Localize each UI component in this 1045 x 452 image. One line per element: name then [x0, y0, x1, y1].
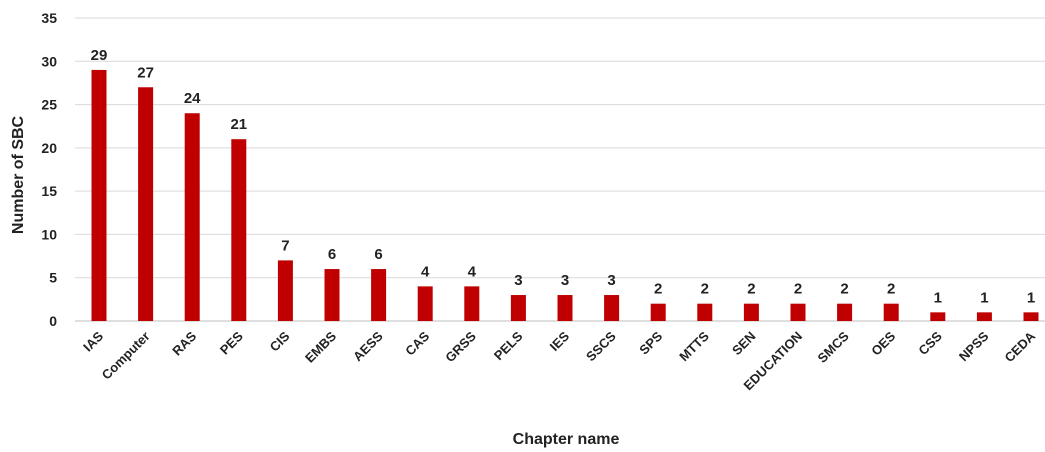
bar-cas [417, 286, 433, 321]
x-tick-label: RAS [169, 328, 199, 358]
bar-sps [650, 303, 666, 321]
x-tick-label: Computer [99, 329, 153, 383]
y-axis-title: Number of SBC [10, 115, 27, 234]
data-label: 2 [887, 281, 895, 298]
bar-sen [743, 303, 759, 321]
bar-pes [231, 139, 247, 321]
y-tick-label: 30 [41, 53, 57, 69]
x-tick-label: GRSS [442, 328, 479, 365]
x-tick-label: CIS [267, 328, 293, 354]
y-tick-label: 35 [41, 10, 57, 26]
x-tick-label: SPS [636, 328, 665, 357]
x-tick-label: CAS [402, 328, 432, 358]
data-label: 4 [421, 263, 430, 280]
bar-embs [324, 269, 340, 321]
data-label: 3 [514, 272, 522, 289]
bars [91, 69, 1039, 321]
bar-pels [510, 295, 526, 321]
x-tick-label: EMBS [302, 328, 339, 365]
x-tick-label: SMCS [815, 328, 852, 365]
bar-oes [883, 303, 899, 321]
bar-ies [557, 295, 573, 321]
data-label: 1 [980, 289, 988, 306]
bar-mtts [697, 303, 713, 321]
data-label: 6 [374, 246, 382, 263]
bar-cis [277, 260, 293, 321]
y-tick-label: 25 [41, 97, 57, 113]
y-tick-label: 5 [49, 270, 57, 286]
gridlines [75, 17, 1045, 279]
y-tick-label: 15 [41, 183, 57, 199]
data-label: 21 [230, 116, 247, 133]
bar-aess [371, 269, 387, 321]
bar-education [790, 303, 806, 321]
x-tick-label: PELS [491, 328, 526, 363]
x-tick-label: AESS [350, 328, 386, 364]
data-label: 2 [794, 281, 802, 298]
x-tick-label: CEDA [1001, 328, 1038, 365]
bar-smcs [837, 303, 853, 321]
x-tick-label: PES [217, 328, 246, 357]
data-label: 29 [91, 47, 108, 64]
data-label: 1 [934, 289, 942, 306]
data-label: 3 [561, 272, 569, 289]
data-label: 1 [1027, 289, 1035, 306]
y-tick-label: 10 [41, 226, 57, 242]
x-tick-label: CSS [915, 328, 945, 358]
bar-ias [91, 69, 107, 321]
x-tick-label: SSCS [583, 328, 619, 364]
bar-ceda [1023, 312, 1039, 321]
data-label: 3 [607, 272, 615, 289]
y-tick-label: 20 [41, 140, 57, 156]
bar-computer [138, 87, 154, 321]
x-tick-label: NPSS [956, 328, 992, 364]
data-label: 2 [701, 281, 709, 298]
data-label: 4 [468, 263, 477, 280]
x-tick-label: IES [547, 328, 573, 354]
data-label: 2 [747, 281, 755, 298]
y-axis-ticks: 0 5 10 15 20 25 30 35 [41, 10, 57, 329]
x-tick-label: OES [868, 328, 898, 358]
x-tick-label: IAS [80, 328, 106, 354]
x-tick-label: MTTS [676, 328, 712, 364]
bar-npss [976, 312, 992, 321]
data-label: 6 [328, 246, 336, 263]
data-label: 24 [184, 90, 201, 107]
y-tick-label: 0 [49, 313, 57, 329]
bar-sscs [604, 295, 620, 321]
data-label: 7 [281, 237, 289, 254]
data-label: 2 [840, 281, 848, 298]
x-axis-title: Chapter name [513, 431, 620, 448]
data-label: 2 [654, 281, 662, 298]
bar-ras [184, 113, 200, 321]
bar-grss [464, 286, 480, 321]
bar-css [930, 312, 946, 321]
data-label: 27 [137, 64, 154, 81]
x-tick-label: SEN [729, 329, 759, 359]
